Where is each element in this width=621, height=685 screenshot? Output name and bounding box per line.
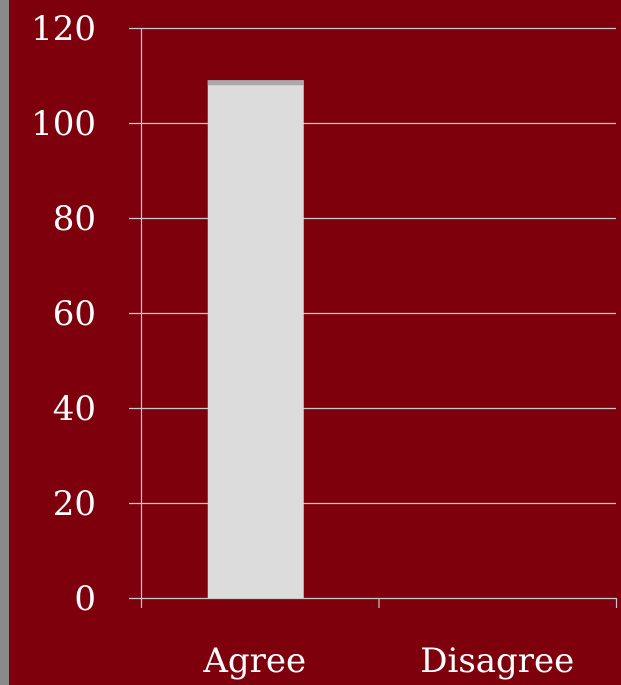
- y-tick-label: 0: [74, 579, 96, 619]
- left-edge-strip: [0, 0, 9, 685]
- bar-top-edge-agree: [207, 80, 304, 86]
- y-tick-label: 80: [53, 199, 96, 239]
- bars: [207, 80, 304, 598]
- y-tick-label: 100: [31, 104, 96, 144]
- axes: [129, 28, 618, 608]
- y-tick-labels: 0 20 40 60 80 100 120: [31, 9, 96, 619]
- y-tick-label: 60: [53, 294, 96, 334]
- bar-agree: [207, 80, 304, 598]
- y-tick-label: 120: [31, 9, 96, 49]
- x-tick-labels: Agree Disagree: [202, 641, 574, 681]
- x-tick-label-agree: Agree: [202, 641, 306, 681]
- grid-lines: [129, 27, 616, 505]
- x-tick-label-disagree: Disagree: [420, 641, 574, 681]
- y-tick-label: 40: [53, 389, 96, 429]
- y-tick-label: 20: [53, 484, 96, 524]
